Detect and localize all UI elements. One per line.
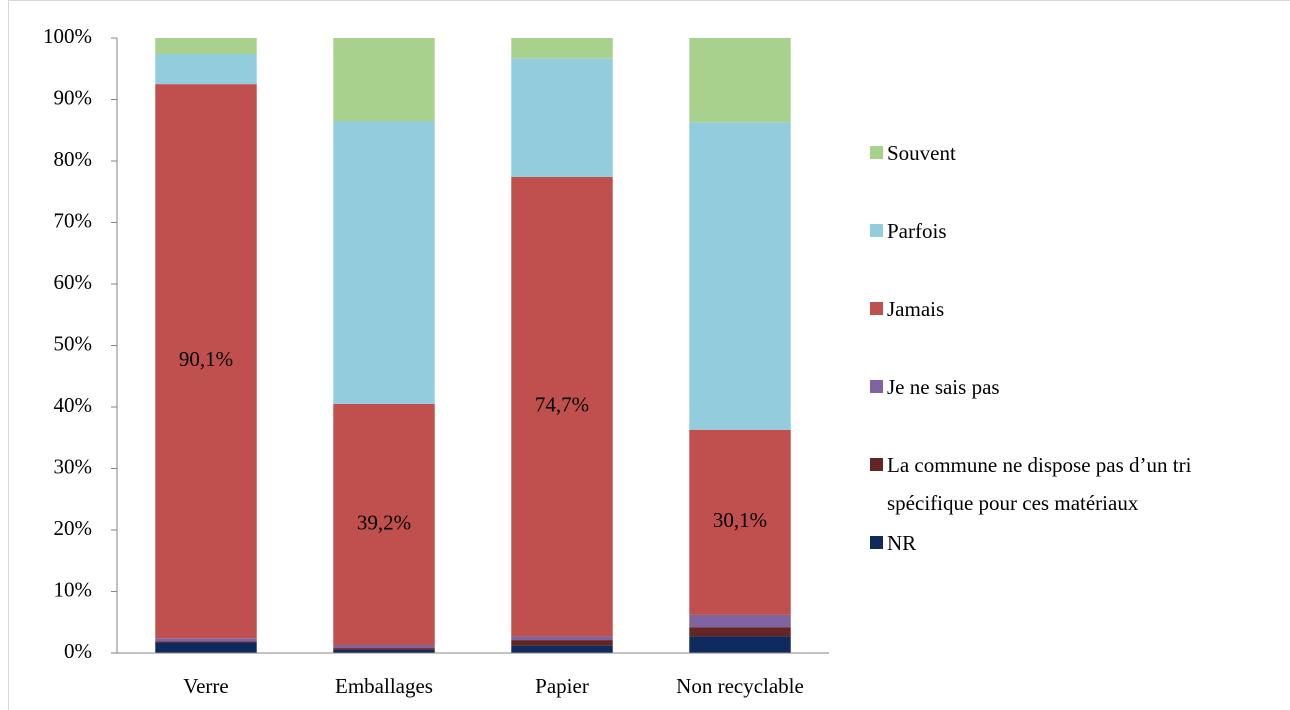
bar-segment bbox=[333, 649, 435, 653]
y-tick-label: 10% bbox=[54, 577, 93, 601]
legend-item: Je ne sais pas bbox=[870, 368, 1270, 406]
legend-label: NR bbox=[887, 531, 917, 555]
bar-segment bbox=[689, 429, 791, 615]
bar-segment bbox=[511, 640, 613, 646]
data-label: 39,2% bbox=[357, 510, 411, 534]
y-tick-label: 30% bbox=[54, 454, 93, 478]
bar-segment bbox=[689, 614, 791, 628]
bar-segment bbox=[689, 122, 791, 430]
bar-segment bbox=[333, 403, 435, 646]
legend-swatch bbox=[870, 146, 883, 159]
bar-segment bbox=[155, 638, 257, 642]
bar-segment bbox=[689, 627, 791, 637]
data-label: 90,1% bbox=[179, 347, 233, 371]
legend-item: Parfois bbox=[870, 212, 1270, 250]
legend-label: Souvent bbox=[887, 141, 956, 165]
legend-label: La commune ne dispose pas d’un tri spéci… bbox=[887, 453, 1192, 515]
y-tick-label: 80% bbox=[54, 147, 93, 171]
bar-segment bbox=[511, 58, 613, 177]
bar-segment bbox=[689, 38, 791, 123]
x-tick-label: Papier bbox=[535, 674, 589, 698]
bar-segment bbox=[689, 636, 791, 653]
legend-swatch bbox=[870, 302, 883, 315]
y-tick-label: 50% bbox=[54, 331, 93, 355]
y-tick-label: 100% bbox=[43, 24, 92, 48]
legend-item: Jamais bbox=[870, 290, 1270, 328]
legend-label: Parfois bbox=[887, 219, 947, 243]
legend-label: Je ne sais pas bbox=[887, 375, 1000, 399]
bar-segment bbox=[155, 53, 257, 85]
legend-item: La commune ne dispose pas d’un tri spéci… bbox=[870, 446, 1270, 522]
data-label: 30,1% bbox=[713, 508, 767, 532]
bar-segment bbox=[333, 121, 435, 404]
x-tick-label: Non recyclable bbox=[676, 674, 804, 698]
legend-swatch bbox=[870, 536, 883, 549]
data-label: 74,7% bbox=[535, 393, 589, 417]
legend-label: Jamais bbox=[887, 297, 945, 321]
legend-swatch bbox=[870, 224, 883, 237]
bar-segment bbox=[511, 636, 613, 641]
frame bbox=[8, 0, 1290, 710]
bar-segment bbox=[333, 648, 435, 650]
bar-segment bbox=[333, 645, 435, 649]
bar-segment bbox=[511, 38, 613, 59]
y-tick-label: 90% bbox=[54, 85, 93, 109]
y-tick-label: 0% bbox=[64, 639, 92, 663]
bar-segment bbox=[333, 38, 435, 122]
bar-segment bbox=[155, 641, 257, 643]
x-tick-label: Emballages bbox=[335, 674, 433, 698]
legend-item: NR bbox=[870, 524, 1270, 562]
y-tick-label: 20% bbox=[54, 516, 93, 540]
y-tick-label: 70% bbox=[54, 208, 93, 232]
bar-segment bbox=[511, 176, 613, 637]
legend-item: Souvent bbox=[870, 134, 1270, 172]
y-tick-label: 60% bbox=[54, 270, 93, 294]
y-tick-label: 40% bbox=[54, 393, 93, 417]
bar-segment bbox=[155, 84, 257, 639]
legend-swatch bbox=[870, 458, 883, 471]
bar-segment bbox=[511, 645, 613, 653]
legend-swatch bbox=[870, 380, 883, 393]
x-tick-label: Verre bbox=[183, 674, 228, 698]
bar-segment bbox=[155, 38, 257, 54]
bar-segment bbox=[155, 642, 257, 653]
